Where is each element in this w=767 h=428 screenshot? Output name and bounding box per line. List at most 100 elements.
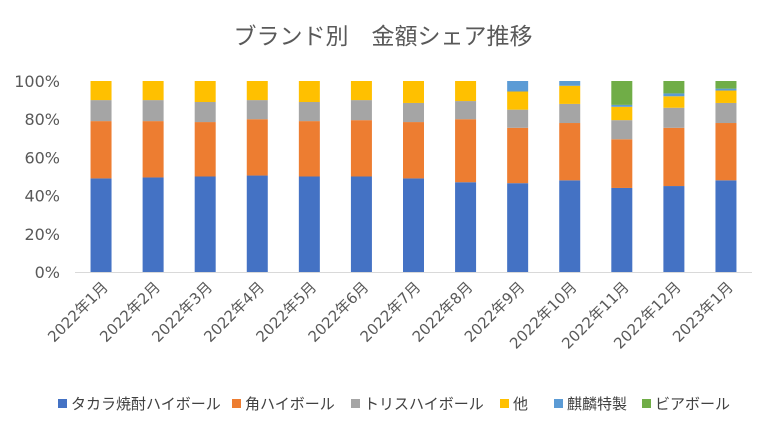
bar-stack	[194, 81, 216, 272]
bar-segment	[663, 107, 685, 128]
bar-segment	[507, 127, 529, 184]
bar-segment	[90, 121, 112, 179]
bar-segment	[194, 81, 216, 103]
chart-title: ブランド別 金額シェア推移	[234, 24, 533, 50]
bar-segment	[246, 175, 268, 272]
bar-segment	[403, 81, 424, 103]
bar-segment	[559, 85, 581, 104]
bar-segment	[663, 96, 685, 108]
bar-segment	[715, 102, 737, 124]
bar-segment	[90, 178, 112, 272]
bar-segment	[611, 139, 633, 188]
bars-group	[90, 81, 737, 272]
bar-segment	[90, 81, 112, 101]
bar-segment	[611, 187, 633, 272]
bar-segment	[611, 106, 633, 121]
bar-segment	[559, 81, 581, 86]
bar-segment	[298, 81, 320, 103]
legend-label: 麒麟特製	[567, 395, 627, 413]
bar-segment	[298, 121, 320, 177]
bar-stack	[90, 81, 112, 272]
bar-segment	[350, 81, 372, 101]
legend-swatch	[232, 399, 241, 408]
bar-segment	[663, 81, 685, 94]
bar-segment	[507, 91, 529, 110]
legend-item: 麒麟特製	[554, 395, 627, 413]
legend-label: タカラ焼酎ハイボール	[71, 395, 221, 413]
bar-segment	[455, 101, 477, 120]
bar-segment	[507, 109, 529, 128]
bar-segment	[663, 127, 685, 187]
bar-segment	[350, 120, 372, 177]
legend-swatch	[554, 399, 563, 408]
y-tick-label: 60%	[24, 148, 60, 167]
bar-stack	[611, 81, 633, 272]
y-tick-label: 0%	[35, 263, 60, 282]
bar-segment	[246, 100, 268, 120]
bar-segment	[350, 100, 372, 121]
bar-segment	[611, 104, 633, 107]
bar-segment	[194, 102, 216, 123]
bar-segment	[611, 120, 633, 140]
legend-item: 角ハイボール	[232, 395, 335, 413]
bar-segment	[455, 81, 477, 102]
bar-segment	[403, 122, 424, 179]
bar-stack	[142, 81, 164, 272]
bar-segment	[715, 88, 737, 91]
y-tick-label: 20%	[24, 225, 60, 244]
y-tick-label: 80%	[24, 110, 60, 129]
bar-segment	[455, 182, 477, 272]
bar-segment	[611, 81, 633, 105]
legend-label: トリスハイボール	[364, 395, 484, 413]
legend-label: ビアボール	[655, 395, 730, 413]
bar-segment	[194, 176, 216, 272]
bar-segment	[507, 183, 529, 272]
bar-segment	[142, 177, 164, 272]
bar-stack	[507, 81, 529, 272]
bar-segment	[455, 119, 477, 183]
bar-segment	[142, 81, 164, 101]
y-tick-label: 40%	[24, 187, 60, 206]
x-axis: 2022年1月2022年2月2022年3月2022年4月2022年5月2022年…	[44, 272, 752, 353]
bar-segment	[142, 121, 164, 178]
bar-segment	[559, 123, 581, 181]
bar-segment	[715, 81, 737, 89]
bar-segment	[715, 180, 737, 272]
bar-stack	[350, 81, 372, 272]
bar-stack	[246, 81, 268, 272]
bar-segment	[350, 176, 372, 272]
bar-segment	[246, 81, 268, 101]
legend-swatch	[58, 399, 67, 408]
legend-item: タカラ焼酎ハイボール	[58, 395, 221, 413]
bar-stack	[455, 81, 477, 272]
bar-segment	[559, 103, 581, 124]
legend-item: トリスハイボール	[351, 395, 484, 413]
bar-segment	[403, 102, 424, 123]
legend: タカラ焼酎ハイボール 角ハイボール トリスハイボール 他 麒麟特製 ビアボール	[58, 395, 730, 413]
bar-segment	[403, 178, 424, 272]
bar-segment	[715, 90, 737, 103]
bar-segment	[298, 176, 320, 272]
bar-segment	[142, 100, 164, 122]
y-axis: 0% 20% 40% 60% 80% 100%	[14, 72, 60, 282]
bar-segment	[663, 93, 685, 97]
bar-stack	[663, 81, 685, 272]
bar-segment	[90, 100, 112, 122]
legend-swatch	[642, 399, 651, 408]
bar-stack	[715, 81, 737, 272]
bar-stack	[403, 81, 424, 272]
bar-stack	[559, 81, 581, 272]
bar-segment	[298, 102, 320, 122]
bar-stack	[298, 81, 320, 272]
bar-segment	[246, 119, 268, 176]
legend-label: 角ハイボール	[245, 395, 335, 413]
bar-segment	[507, 81, 529, 92]
bar-segment	[663, 186, 685, 272]
bar-segment	[194, 122, 216, 177]
y-tick-label: 100%	[14, 72, 60, 91]
legend-swatch	[500, 399, 509, 408]
legend-item: ビアボール	[642, 395, 730, 413]
bar-segment	[715, 123, 737, 181]
